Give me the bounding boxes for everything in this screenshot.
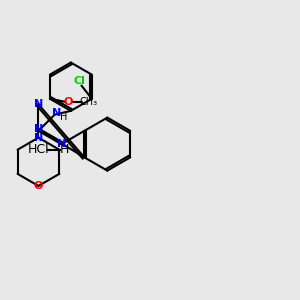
Text: N: N (34, 124, 43, 134)
Text: H: H (60, 143, 69, 157)
Text: Cl: Cl (74, 76, 85, 85)
Text: N: N (52, 109, 61, 118)
Text: N: N (57, 139, 66, 149)
Text: N: N (34, 133, 43, 142)
Text: O: O (34, 181, 43, 191)
Text: CH₃: CH₃ (79, 97, 97, 107)
Text: N: N (34, 99, 43, 110)
Text: HCl: HCl (27, 143, 49, 157)
Text: H: H (60, 112, 68, 122)
Text: O: O (64, 97, 73, 107)
